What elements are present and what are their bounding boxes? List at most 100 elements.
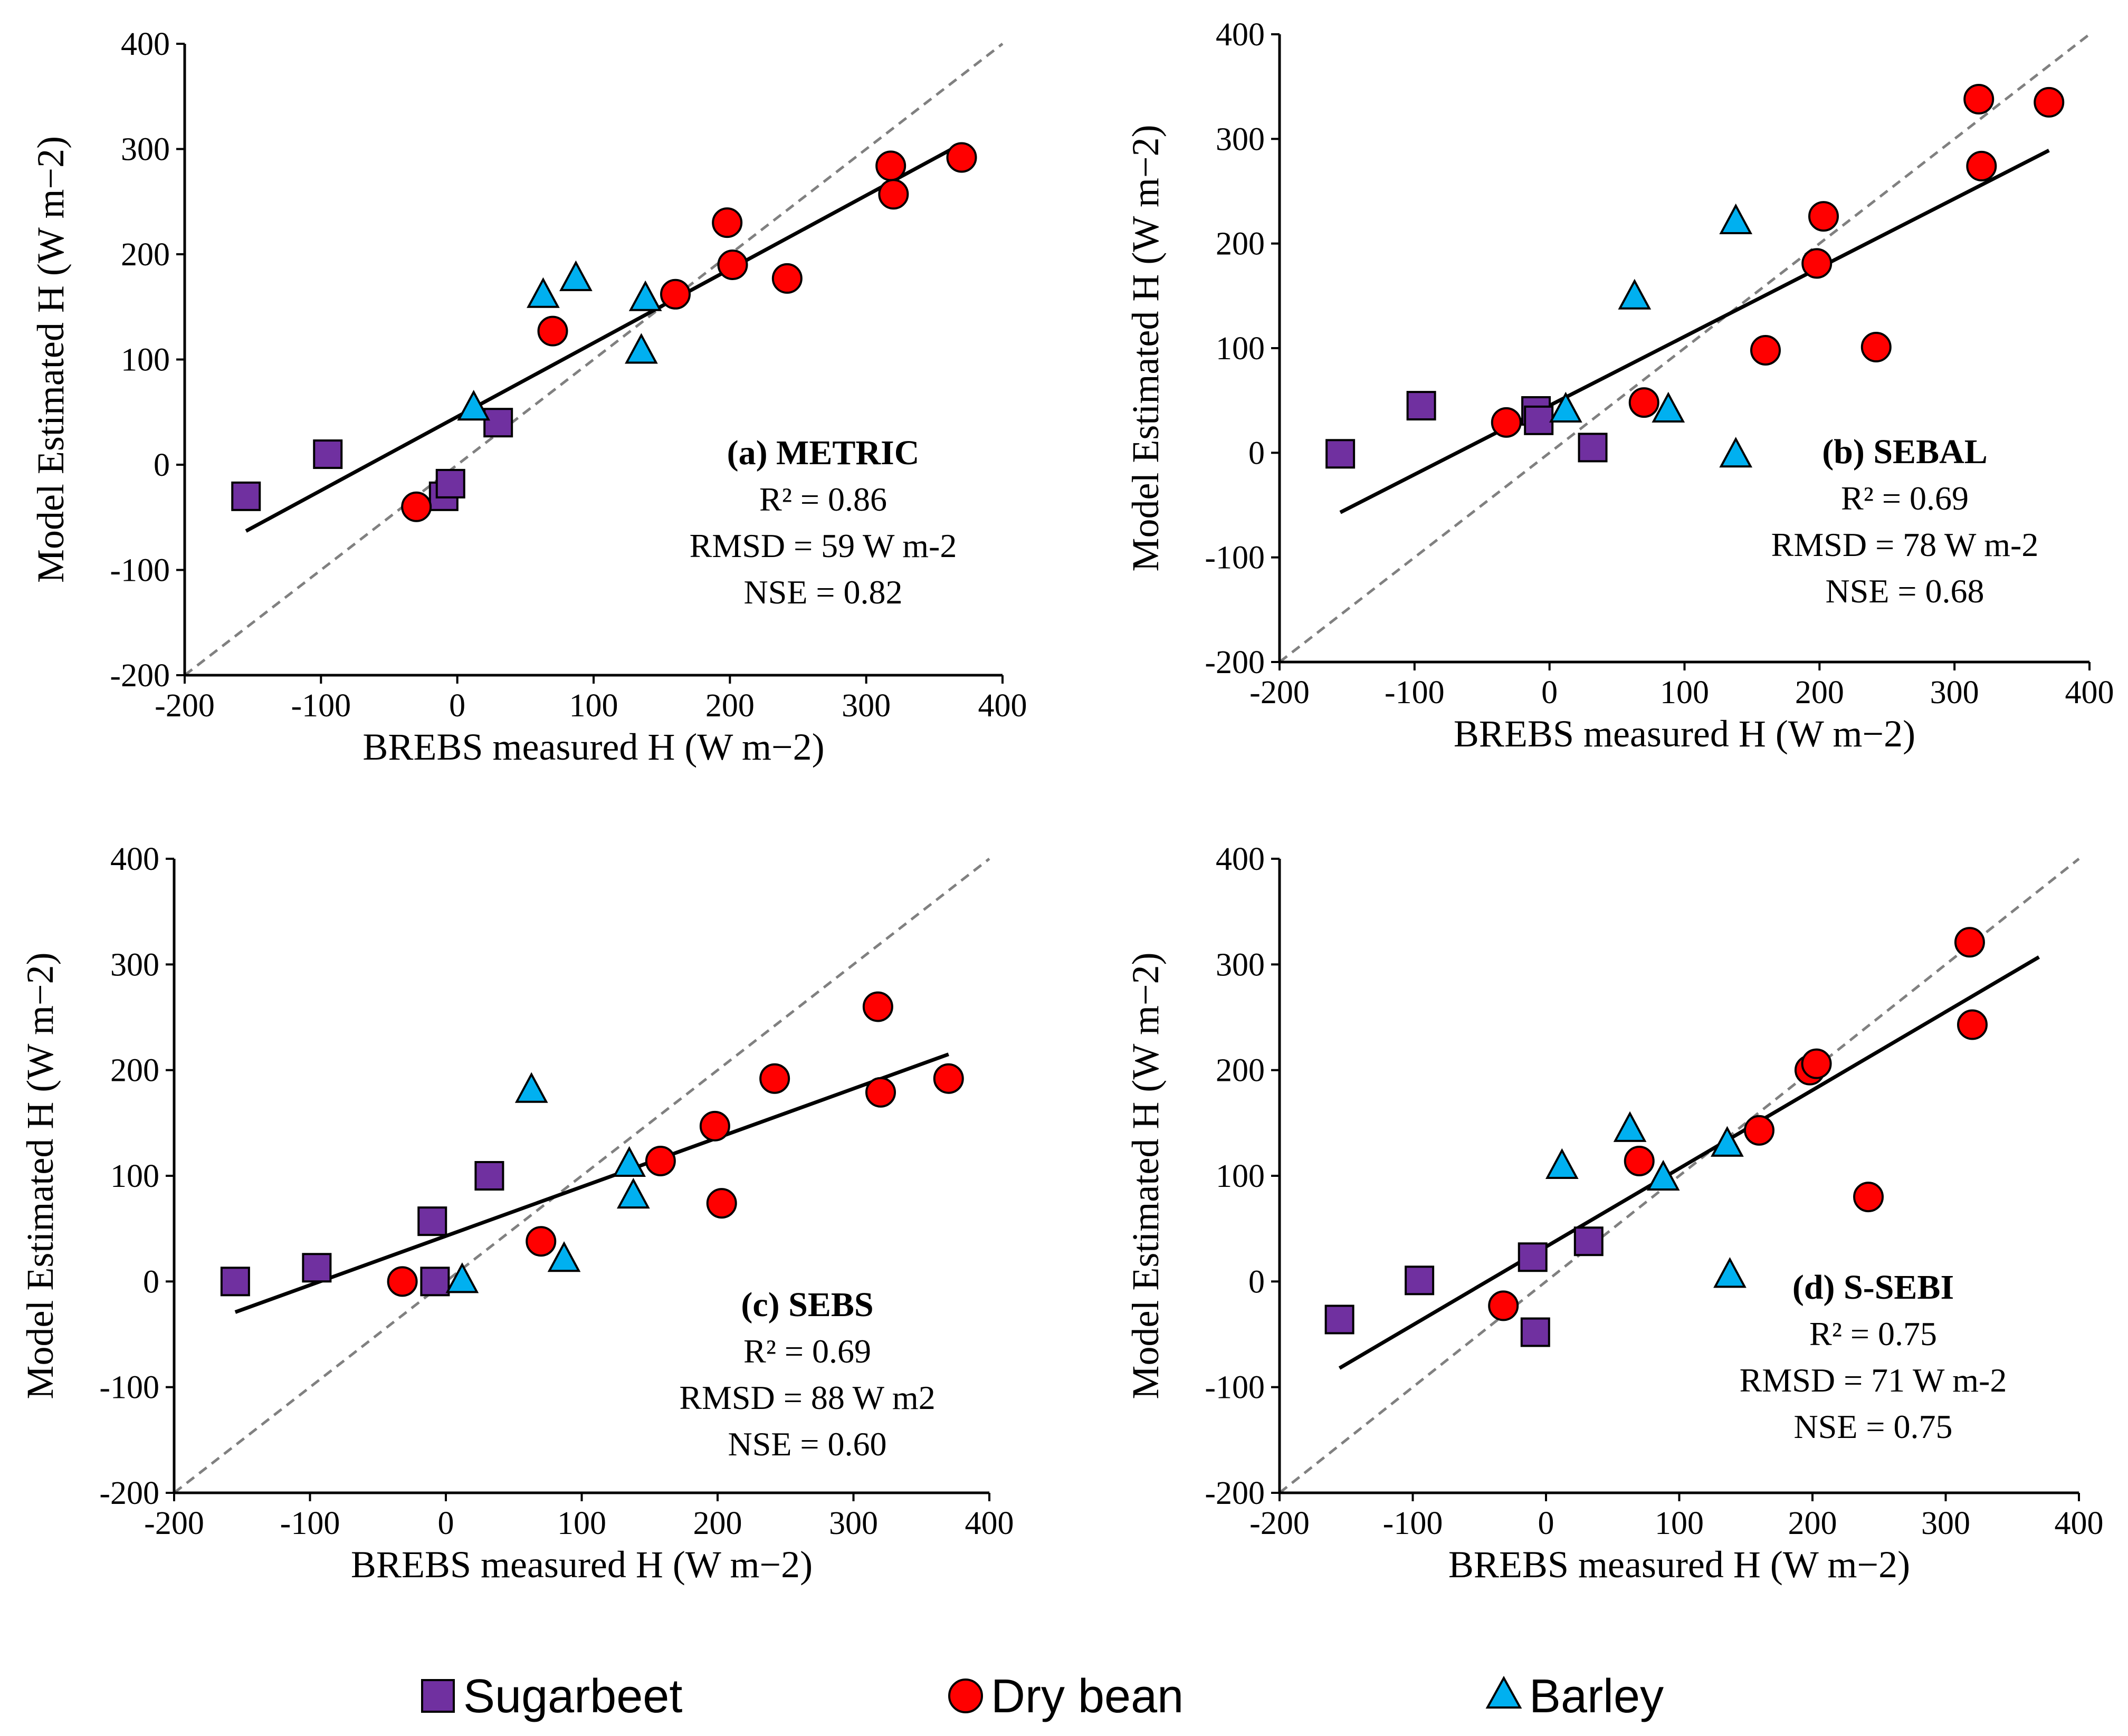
y-tick-label: 400 [110, 841, 159, 877]
y-tick-label: -100 [110, 553, 170, 589]
dry-bean-point [865, 1077, 896, 1108]
x-tick-label: -200 [1249, 675, 1310, 711]
panel-c: -200 -100 0 100 200 300 400 -200 -100 0 100 200 300 4… [19, 841, 1014, 1586]
regression-line [1338, 955, 2040, 1370]
dry-bean-point [1624, 1145, 1655, 1176]
barley-point [559, 260, 593, 291]
stat-line: RMSD = 88 W m2 [679, 1379, 935, 1416]
y-tick-label: 400 [1216, 841, 1265, 877]
barley-point [457, 390, 491, 421]
x-tick-label: 100 [569, 688, 618, 724]
y-tick-label: -100 [99, 1370, 159, 1406]
sugarbeet-point [435, 468, 465, 498]
sugarbeet-point [1405, 1265, 1435, 1296]
x-tick-label: 200 [693, 1505, 742, 1541]
barley-point [1545, 1148, 1579, 1179]
y-tick-label: -100 [1205, 1370, 1265, 1406]
legend-square-icon [421, 1679, 455, 1713]
x-tick-label: -100 [1383, 1505, 1443, 1541]
y-tick-label: 0 [143, 1264, 159, 1300]
stat-line: R² = 0.75 [1809, 1315, 1937, 1353]
dry-bean-point [717, 249, 748, 280]
legend-circle-icon [948, 1679, 983, 1713]
barley-point [1613, 1111, 1647, 1142]
stat-line: R² = 0.69 [1841, 479, 1969, 517]
y-tick-label: 300 [110, 947, 159, 983]
x-tick-label: 300 [1930, 675, 1979, 711]
x-axis-title: BREBS measured H (W m−2) [351, 1543, 813, 1586]
dry-bean-point [1491, 407, 1522, 438]
panel-a: -200 -100 0 100 200 300 400 -200 -100 0 100 200 300 4… [30, 26, 1027, 768]
barley-point [613, 1146, 646, 1177]
dry-bean-point [875, 150, 906, 181]
y-tick-label: -200 [1205, 645, 1265, 680]
x-tick-label: 400 [978, 688, 1027, 724]
panel-title: (a) METRIC [727, 434, 920, 472]
barley-point [1549, 391, 1582, 423]
y-tick-label: 400 [121, 26, 170, 62]
sugarbeet-point [302, 1253, 332, 1283]
stat-line: RMSD = 59 W m-2 [690, 527, 957, 564]
y-tick-label: 200 [1216, 226, 1265, 262]
legend-label: Sugarbeet [463, 1670, 682, 1723]
x-tick-label: 0 [438, 1505, 454, 1541]
x-tick-label: -100 [280, 1505, 340, 1541]
dry-bean-point [712, 207, 743, 238]
y-tick-label: -200 [110, 658, 170, 694]
sugarbeet-point [313, 439, 343, 469]
dry-bean-point [1954, 927, 1985, 958]
dry-bean-point [526, 1226, 557, 1257]
panel-title: (b) SEBAL [1822, 433, 1988, 471]
sugarbeet-point [1524, 405, 1554, 435]
y-tick-label: 200 [121, 237, 170, 273]
y-tick-label: 300 [121, 132, 170, 168]
regression-line [234, 1052, 949, 1314]
stat-line: R² = 0.86 [759, 481, 887, 518]
sugarbeet-point [1406, 391, 1436, 421]
dry-bean-point [645, 1145, 676, 1176]
barley-point [445, 1262, 479, 1293]
barley-point [625, 333, 658, 364]
y-tick-label: 300 [1216, 121, 1265, 157]
x-tick-label: 400 [2055, 1505, 2104, 1541]
dry-bean-point [946, 142, 977, 173]
stat-line: NSE = 0.82 [744, 573, 903, 611]
y-axis-title: Model Estimated H (W m−2) [30, 136, 72, 583]
x-tick-label: 200 [1788, 1505, 1837, 1541]
stat-line: R² = 0.69 [743, 1332, 871, 1370]
x-tick-label: 100 [1660, 675, 1709, 711]
dry-bean-point [401, 491, 432, 522]
dry-bean-point [1801, 1048, 1832, 1079]
sugarbeet-point [231, 481, 261, 511]
dry-bean-point [660, 279, 691, 310]
panel-b: -200 -100 0 100 200 300 400 -200 -100 0 100 200 300 4… [1124, 17, 2114, 755]
stat-line: NSE = 0.75 [1794, 1408, 1953, 1445]
x-tick-label: -100 [1385, 675, 1445, 711]
y-tick-label: -200 [99, 1475, 159, 1511]
sugarbeet-point [474, 1161, 504, 1191]
x-tick-label: 0 [1538, 1505, 1554, 1541]
panel-d: -200 -100 0 100 200 300 400 -200 -100 0 100 200 300 4… [1124, 841, 2104, 1586]
barley-point [547, 1241, 581, 1272]
x-axis-title: BREBS measured H (W m−2) [1454, 713, 1915, 755]
barley-point [1713, 1257, 1747, 1288]
y-tick-label: 0 [1248, 1264, 1265, 1300]
sugarbeet-point [1518, 1242, 1548, 1272]
dry-bean-point [1750, 334, 1781, 366]
legend-triangle-icon [1485, 1675, 1522, 1709]
barley-point [1618, 279, 1652, 310]
regression-line [1339, 149, 2050, 514]
dry-bean-point [1966, 150, 1997, 181]
y-axis-title: Model Estimated H (W m−2) [1124, 124, 1167, 571]
sugarbeet-point [1325, 439, 1356, 469]
dry-bean-point [1488, 1290, 1519, 1321]
dry-bean-point [387, 1266, 418, 1297]
sugarbeet-point [1324, 1305, 1354, 1335]
y-tick-label: -100 [1205, 540, 1265, 576]
dry-bean-point [1628, 387, 1659, 418]
sugarbeet-point [483, 408, 513, 438]
x-tick-label: 400 [965, 1505, 1014, 1541]
x-tick-label: 200 [705, 688, 755, 724]
dry-bean-point [1853, 1182, 1884, 1213]
dry-bean-point [771, 263, 803, 294]
